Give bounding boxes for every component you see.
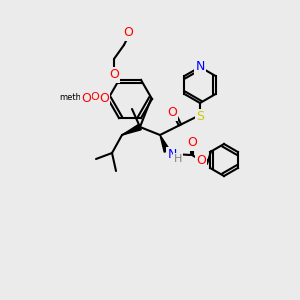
Text: N: N bbox=[195, 61, 205, 74]
Text: O: O bbox=[187, 136, 197, 149]
Text: H: H bbox=[174, 154, 182, 164]
Text: methoxy: methoxy bbox=[60, 92, 96, 101]
Text: O: O bbox=[123, 26, 133, 39]
Polygon shape bbox=[122, 124, 141, 135]
Text: O: O bbox=[167, 106, 177, 119]
Text: S: S bbox=[196, 110, 204, 124]
Polygon shape bbox=[160, 135, 170, 152]
Text: O: O bbox=[196, 154, 206, 166]
Text: N: N bbox=[167, 148, 177, 161]
Text: O: O bbox=[91, 92, 99, 102]
Text: O: O bbox=[99, 92, 109, 106]
Text: O: O bbox=[81, 92, 91, 106]
Text: O: O bbox=[81, 91, 91, 103]
Text: O: O bbox=[109, 68, 119, 81]
